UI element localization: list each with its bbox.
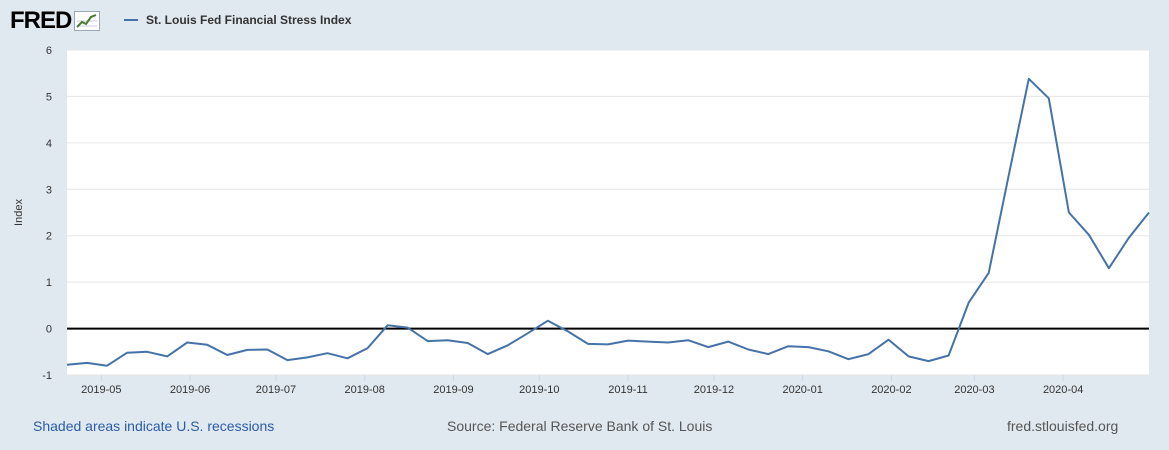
y-tick-label: 5 [46, 91, 52, 103]
x-tick-label: 2020-02 [871, 384, 911, 396]
line-chart-icon [74, 11, 101, 36]
x-tick-label: 2020-01 [782, 384, 822, 396]
x-tick-label: 2019-12 [694, 384, 734, 396]
legend-label: St. Louis Fed Financial Stress Index [146, 13, 352, 27]
chart-header: FRED St. Louis Fed Financial Stress Inde… [10, 6, 710, 36]
y-axis-ticks: -1 0 1 2 3 4 5 6 [42, 45, 52, 382]
logo-text: FRED [10, 7, 72, 34]
x-tick-label: 2020-04 [1043, 384, 1083, 396]
fred-logo[interactable]: FRED [10, 7, 101, 36]
plot-area [67, 50, 1149, 375]
x-tick-label: 2019-09 [433, 384, 473, 396]
series-group [66, 77, 1150, 367]
recessions-note[interactable]: Shaded areas indicate U.S. recessions [33, 418, 275, 434]
site-link[interactable]: fred.stlouisfed.org [1007, 418, 1119, 434]
y-tick-label: 1 [46, 277, 52, 289]
x-tick-label: 2019-08 [345, 384, 385, 396]
chart-legend[interactable]: St. Louis Fed Financial Stress Index [124, 13, 351, 27]
x-tick-label: 2019-07 [256, 384, 296, 396]
x-tick-label: 2019-10 [519, 384, 559, 396]
source-note: Source: Federal Reserve Bank of St. Loui… [447, 418, 713, 434]
y-tick-label: 2 [46, 231, 52, 243]
x-tick-label: 2019-06 [170, 384, 210, 396]
y-tick-label: 0 [46, 324, 52, 336]
x-tick-label: 2019-11 [608, 384, 648, 396]
series-line [66, 77, 1150, 367]
x-tick-label: 2019-05 [81, 384, 121, 396]
y-tick-label: -1 [42, 370, 52, 382]
x-axis-ticks: 2019-05 2019-06 2019-07 2019-08 2019-09 2019-… [81, 375, 1083, 396]
y-tick-label: 6 [46, 45, 52, 57]
x-tick-label: 2020-03 [954, 384, 994, 396]
legend-swatch [124, 19, 138, 21]
y-axis-title: Index [13, 199, 25, 226]
y-tick-label: 3 [46, 184, 52, 196]
y-tick-label: 4 [46, 138, 52, 150]
